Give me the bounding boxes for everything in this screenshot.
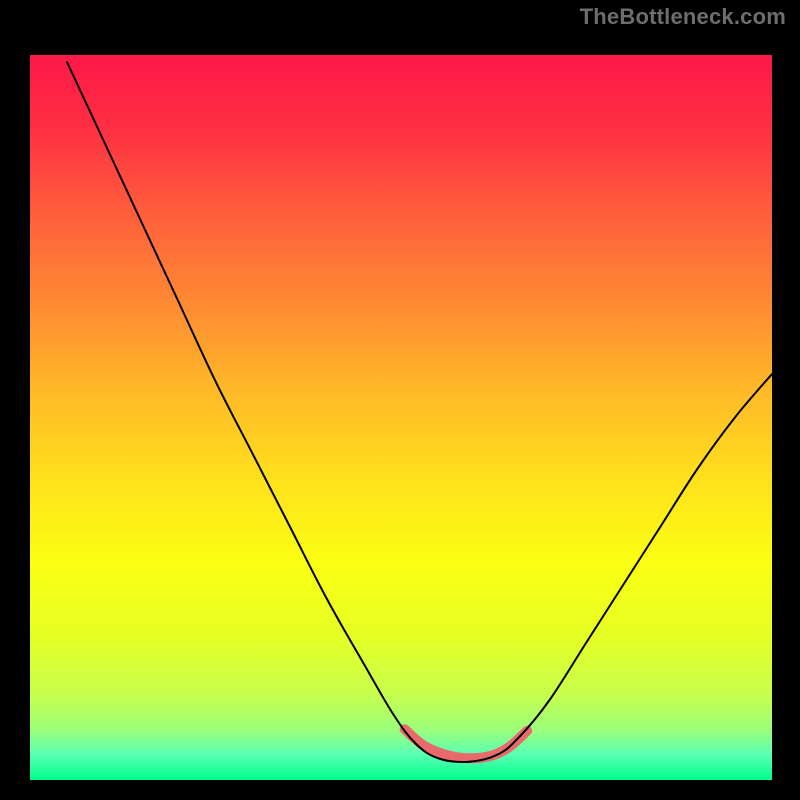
bottleneck-curve — [67, 62, 772, 762]
curve-layer — [30, 55, 772, 780]
chart-frame: TheBottleneck.com — [0, 0, 800, 800]
watermark-text: TheBottleneck.com — [580, 4, 786, 30]
plot-inner — [30, 55, 772, 780]
plot-area — [30, 55, 772, 780]
highlight-band — [405, 729, 527, 758]
